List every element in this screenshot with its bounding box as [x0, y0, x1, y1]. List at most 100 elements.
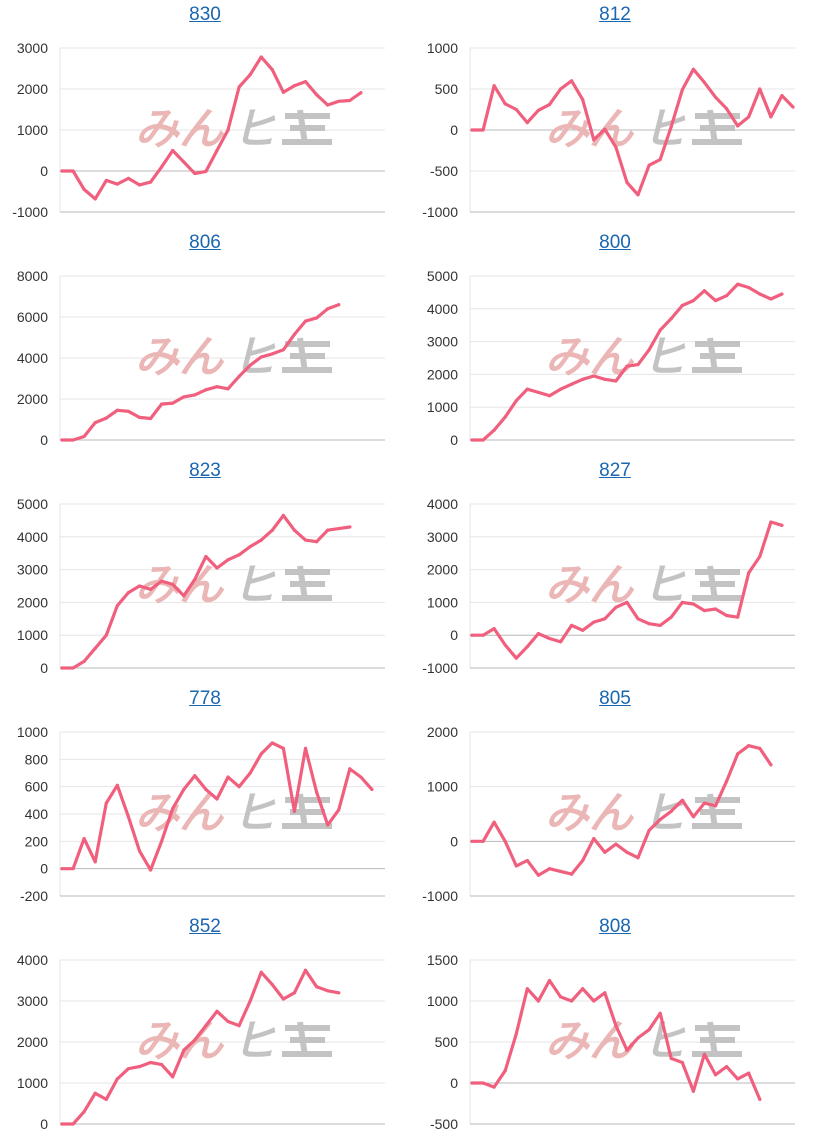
- y-tick-label: 6000: [17, 309, 48, 325]
- data-point: [259, 538, 263, 542]
- data-point: [614, 1024, 618, 1028]
- data-point: [226, 128, 230, 132]
- data-point: [215, 1009, 219, 1013]
- y-tick-label: 3000: [427, 334, 458, 350]
- watermark-logo: みんヒ: [135, 332, 332, 383]
- chart-title-link[interactable]: 812: [599, 4, 631, 25]
- data-point: [470, 1081, 474, 1085]
- chart-panel-4: 823 0 1000 2000 3000 4000 5000 みんヒ: [0, 456, 410, 684]
- data-point: [270, 528, 274, 532]
- data-point: [570, 999, 574, 1003]
- data-point: [492, 428, 496, 432]
- data-point: [303, 968, 308, 972]
- data-point: [702, 80, 707, 85]
- data-point: [82, 434, 86, 439]
- data-point: [93, 646, 97, 650]
- data-point: [160, 579, 164, 583]
- data-point: [481, 438, 485, 442]
- y-tick-label: 2000: [17, 594, 48, 610]
- data-point: [182, 1048, 186, 1052]
- data-point: [171, 148, 175, 153]
- y-tick-label: 3000: [17, 40, 48, 56]
- chart-title-link[interactable]: 806: [189, 232, 221, 253]
- data-point: [281, 348, 285, 352]
- y-tick-label: 400: [25, 806, 49, 822]
- chart-title-link[interactable]: 823: [189, 460, 221, 481]
- data-point: [481, 1081, 485, 1085]
- data-point: [758, 746, 762, 750]
- chart-svg: -200 0 200 400 600 800 1000 みんヒ: [17, 724, 385, 904]
- y-tick-label: 1000: [17, 724, 48, 740]
- data-point: [292, 528, 297, 532]
- data-point: [514, 1032, 518, 1036]
- data-point: [193, 171, 197, 176]
- data-point: [481, 633, 485, 637]
- data-point: [503, 1069, 507, 1073]
- data-point: [758, 1097, 762, 1101]
- y-tick-label: 0: [450, 627, 458, 643]
- data-point: [736, 1077, 740, 1081]
- chart-svg: 0 2000 4000 6000 8000 みんヒ: [17, 268, 385, 448]
- data-point: [536, 631, 541, 636]
- watermark-text-right: ヒ: [642, 560, 686, 611]
- data-point: [603, 991, 607, 995]
- chart-title-link[interactable]: 800: [599, 232, 631, 253]
- data-point: [680, 798, 684, 802]
- data-point: [780, 93, 784, 98]
- data-point: [514, 399, 518, 403]
- chart-svg: -1000 -500 0 500 1000 みんヒ: [422, 40, 795, 220]
- data-point: [525, 987, 529, 991]
- data-point: [137, 584, 142, 588]
- data-point: [713, 299, 718, 303]
- chart-title-link[interactable]: 778: [189, 688, 221, 709]
- data-point: [326, 103, 330, 107]
- watermark-strokes: [282, 1021, 332, 1057]
- data-point: [148, 416, 153, 421]
- data-point: [160, 402, 164, 406]
- data-point: [226, 387, 230, 391]
- data-point: [570, 79, 574, 83]
- data-point: [82, 837, 86, 841]
- y-tick-label: -500: [430, 163, 458, 179]
- data-point: [115, 1077, 119, 1081]
- data-point: [525, 121, 529, 125]
- data-point: [592, 999, 596, 1003]
- data-point: [636, 193, 640, 197]
- data-point: [204, 1024, 208, 1028]
- y-tick-label: 2000: [427, 724, 458, 740]
- data-point: [337, 527, 341, 531]
- watermark-strokes: [282, 109, 332, 145]
- data-point: [492, 627, 496, 631]
- chart-title-link[interactable]: 830: [189, 4, 221, 25]
- data-point: [359, 775, 363, 779]
- chart-panel-9: 808 -500 0 500 1000 1500 みんヒ: [410, 912, 820, 1140]
- data-point: [680, 1060, 684, 1065]
- chart-panel-3: 800 0 1000 2000 3000 4000 5000 みんヒ: [410, 228, 820, 456]
- y-tick-label: 0: [40, 660, 48, 676]
- data-point: [625, 600, 629, 604]
- data-point: [747, 285, 751, 290]
- data-point: [270, 68, 274, 72]
- data-point: [470, 633, 474, 637]
- y-tick-label: 1000: [427, 594, 458, 610]
- data-point: [348, 767, 352, 771]
- data-point: [193, 774, 197, 778]
- y-tick-label: -1000: [422, 204, 458, 220]
- chart-title-link[interactable]: 827: [599, 460, 631, 481]
- chart-svg: 010002000300040005000みんヒ: [427, 268, 795, 448]
- chart-title-link[interactable]: 852: [189, 916, 221, 937]
- data-point: [326, 989, 330, 993]
- data-point: [791, 105, 795, 109]
- chart-title-link[interactable]: 808: [599, 916, 631, 937]
- data-point: [204, 169, 208, 174]
- data-point: [558, 995, 563, 999]
- data-point: [193, 577, 197, 582]
- chart-title-link[interactable]: 805: [599, 688, 631, 709]
- y-tick-label: 1000: [17, 627, 48, 643]
- data-point: [592, 374, 596, 378]
- data-point: [747, 115, 751, 119]
- chart-panel-8: 852 0 1000 2000 3000 4000 みんヒ: [0, 912, 410, 1140]
- data-point: [337, 303, 341, 307]
- data-point: [514, 656, 518, 660]
- data-point: [514, 864, 518, 868]
